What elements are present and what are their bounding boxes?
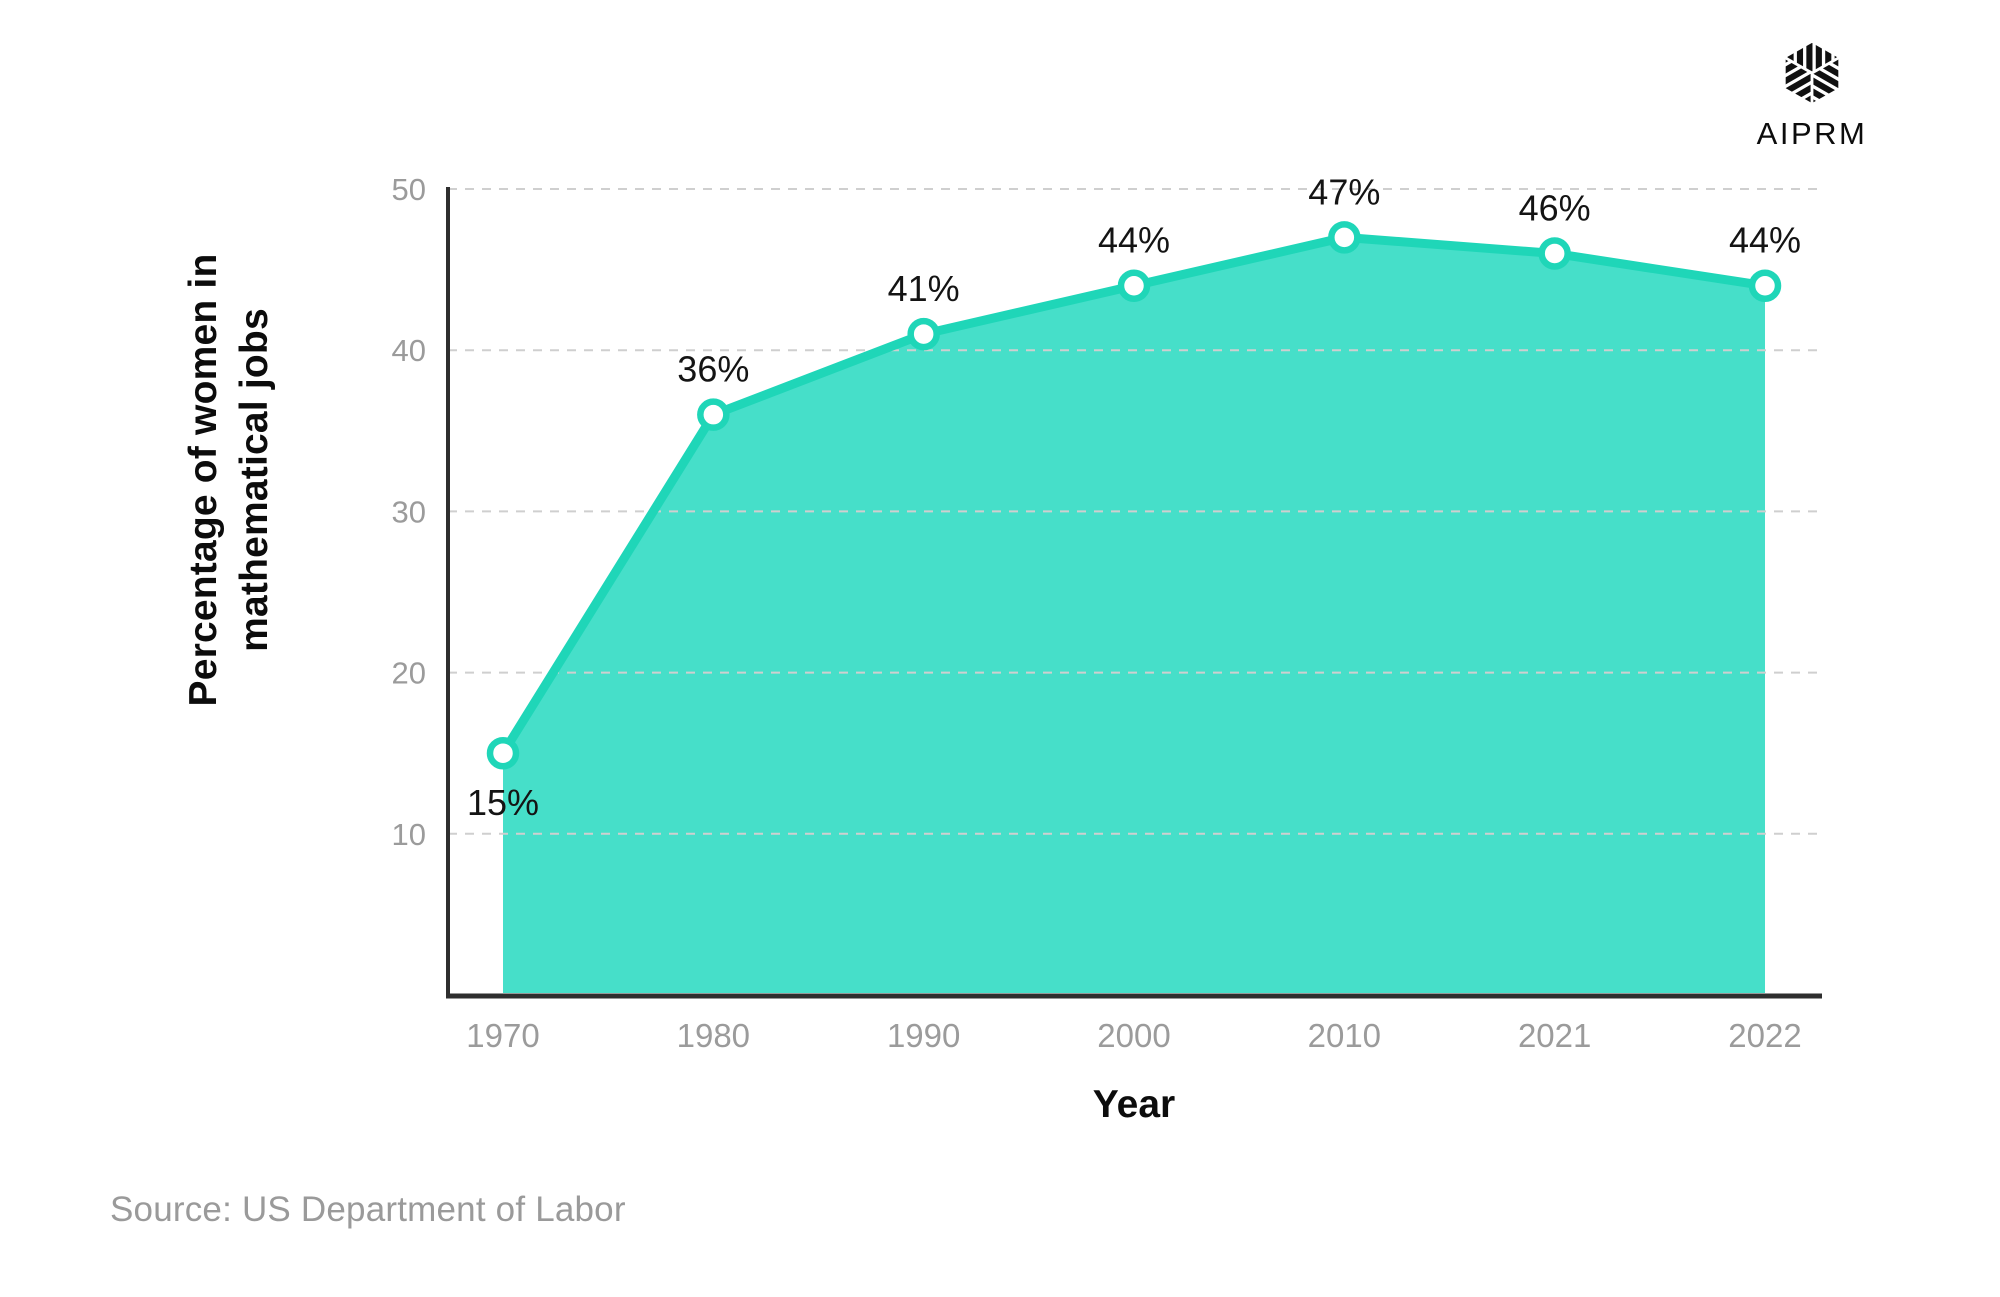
y-axis-title: Percentage of women in mathematical jobs — [169, 80, 289, 880]
data-point-label: 46% — [1519, 187, 1591, 228]
y-tick-label: 40 — [392, 333, 426, 368]
data-point-marker — [1748, 269, 1782, 302]
data-point-marker — [486, 736, 520, 770]
data-point-label: 15% — [467, 782, 539, 823]
source-note: Source: US Department of Labor — [110, 1190, 626, 1229]
data-point-label: 44% — [1729, 220, 1801, 261]
x-axis-title: Year — [1092, 1083, 1176, 1126]
data-point-label: 44% — [1098, 220, 1170, 261]
y-axis-title-line1: Percentage of women in — [181, 253, 225, 707]
y-tick-label: 30 — [392, 494, 426, 529]
x-tick-label: 1990 — [887, 1017, 960, 1054]
data-point-marker — [907, 317, 940, 351]
data-point-marker — [1117, 269, 1151, 302]
x-tick-label: 1970 — [466, 1017, 539, 1054]
data-point-label: 41% — [888, 268, 960, 309]
aiprm-logo-text: AIPRM — [1756, 116, 1868, 151]
x-tick-label: 2010 — [1308, 1017, 1381, 1054]
y-tick-label: 10 — [392, 817, 426, 852]
y-axis-title-line2: mathematical jobs — [233, 308, 276, 652]
y-tick-label: 20 — [392, 656, 426, 691]
data-point-marker — [1328, 221, 1361, 254]
data-point-label: 36% — [677, 349, 749, 390]
x-tick-label: 2021 — [1518, 1017, 1591, 1054]
y-tick-label: 50 — [392, 172, 426, 207]
aiprm-cube-icon — [1783, 42, 1841, 105]
aiprm-logo: AIPRM — [1712, 38, 1912, 152]
x-tick-label: 1980 — [677, 1017, 750, 1054]
x-tick-label: 2000 — [1097, 1017, 1170, 1054]
data-point-label: 47% — [1308, 171, 1380, 212]
data-point-marker — [697, 398, 730, 431]
x-tick-label: 2022 — [1728, 1017, 1801, 1054]
data-point-marker — [1538, 237, 1571, 270]
area-fill — [503, 237, 1765, 994]
